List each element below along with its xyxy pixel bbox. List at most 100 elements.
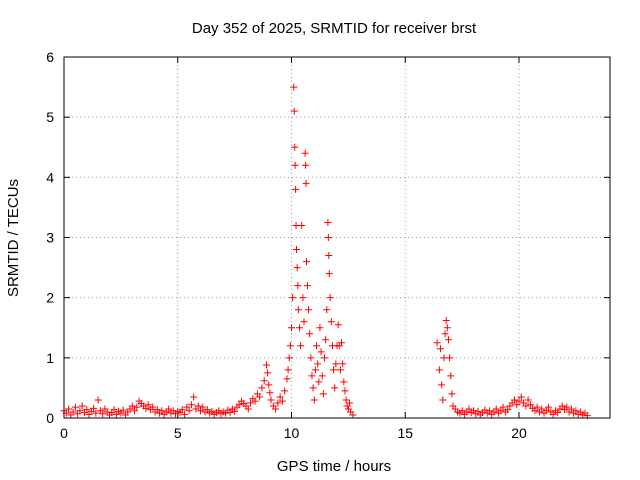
data-point (203, 406, 211, 414)
data-point (517, 393, 525, 401)
data-point (133, 403, 141, 411)
data-point (181, 410, 189, 418)
data-point (293, 264, 301, 272)
data-point (446, 354, 454, 362)
plot-frame (63, 56, 611, 419)
data-point (199, 403, 207, 411)
axis-ticks: 0 5 10 15 20 0 1 2 3 4 5 6 (46, 49, 610, 441)
y-tick-label: 3 (46, 230, 54, 246)
data-point (267, 396, 275, 404)
data-point (442, 317, 450, 325)
data-point (341, 387, 349, 395)
data-point (294, 282, 302, 290)
data-point (158, 407, 166, 415)
data-point (325, 270, 333, 278)
data-point (149, 403, 157, 411)
data-point (262, 361, 270, 369)
data-point (94, 396, 102, 404)
data-point (303, 282, 311, 290)
data-point (531, 407, 539, 415)
x-tick-label: 5 (174, 425, 182, 441)
x-tick-label: 0 (60, 425, 68, 441)
data-point (183, 403, 191, 411)
data-point (264, 369, 272, 377)
data-point (65, 405, 73, 413)
data-point (554, 409, 562, 417)
data-point (251, 397, 259, 405)
data-point (110, 406, 118, 414)
data-point (165, 405, 173, 413)
data-point (299, 294, 307, 302)
data-point (308, 372, 316, 380)
data-point (272, 405, 280, 413)
data-point (334, 321, 342, 329)
data-point (187, 401, 195, 409)
data-point (92, 409, 100, 417)
data-point (318, 372, 326, 380)
data-point (513, 401, 521, 409)
data-point (231, 407, 239, 415)
data-point (504, 406, 512, 414)
data-point (297, 342, 305, 350)
data-point (315, 378, 323, 386)
data-point (458, 407, 466, 415)
data-point (235, 401, 243, 409)
data-point (510, 396, 518, 404)
data-point (492, 405, 500, 413)
data-point (444, 336, 452, 344)
chart-title: Day 352 of 2025, SRMTID for receiver brs… (192, 20, 477, 37)
data-point (194, 402, 202, 410)
data-point (185, 407, 193, 415)
data-point (274, 399, 282, 407)
data-point (526, 401, 534, 409)
y-tick-label: 5 (46, 109, 54, 125)
data-point (90, 404, 98, 412)
data-point (306, 330, 314, 338)
data-point (342, 396, 350, 404)
y-tick-label: 0 (46, 410, 54, 426)
data-point (99, 410, 107, 418)
data-point (499, 403, 507, 411)
data-point (330, 366, 338, 374)
data-point (435, 366, 443, 374)
data-point (285, 354, 293, 362)
y-tick-label: 6 (46, 49, 54, 65)
data-point (302, 161, 310, 169)
data-point (524, 396, 532, 404)
data-point (497, 407, 505, 415)
grid-lines (64, 57, 610, 418)
data-point (339, 360, 347, 368)
y-tick-label: 1 (46, 350, 54, 366)
data-point (294, 306, 302, 314)
data-point (256, 393, 264, 401)
data-point (443, 324, 451, 332)
data-point (295, 324, 303, 332)
data-point (533, 403, 541, 411)
data-point (314, 360, 322, 368)
data-point (437, 345, 445, 353)
data-point (298, 221, 306, 229)
data-point (340, 378, 348, 386)
data-point (305, 306, 313, 314)
data-point (258, 384, 266, 392)
data-point (522, 402, 530, 410)
data-point (71, 403, 79, 411)
data-point (567, 405, 575, 413)
data-point (78, 402, 86, 410)
data-point (290, 107, 298, 115)
data-point (302, 179, 310, 187)
data-point (338, 339, 346, 347)
data-point (291, 161, 299, 169)
data-point (563, 403, 571, 411)
data-point (448, 390, 456, 398)
y-axis-label: SRMTID / TECUs (5, 179, 22, 297)
data-point (325, 252, 333, 260)
data-point (178, 406, 186, 414)
x-tick-label: 15 (397, 425, 413, 441)
x-tick-label: 10 (284, 425, 300, 441)
data-point (331, 384, 339, 392)
data-point (441, 330, 449, 338)
data-point (142, 404, 150, 412)
data-point (313, 342, 321, 350)
data-point (197, 407, 204, 415)
